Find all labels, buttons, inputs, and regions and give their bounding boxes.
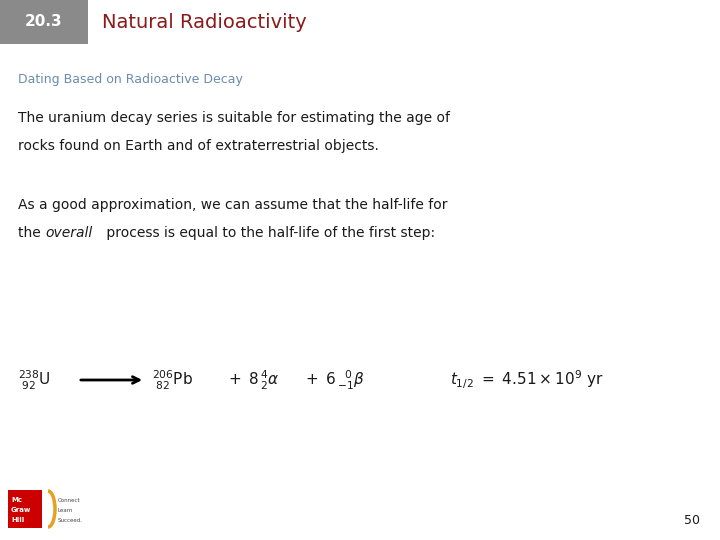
Text: The uranium decay series is suitable for estimating the age of: The uranium decay series is suitable for… <box>18 111 450 125</box>
Text: process is equal to the half-life of the first step:: process is equal to the half-life of the… <box>102 226 435 240</box>
FancyBboxPatch shape <box>8 490 42 528</box>
Text: Graw: Graw <box>11 507 32 513</box>
Text: Natural Radioactivity: Natural Radioactivity <box>102 12 307 31</box>
Text: Hill: Hill <box>11 517 24 523</box>
Text: Dating Based on Radioactive Decay: Dating Based on Radioactive Decay <box>18 73 243 86</box>
Text: $6\,^{\ \ 0}_{-1}\beta$: $6\,^{\ \ 0}_{-1}\beta$ <box>325 368 365 392</box>
Text: the: the <box>18 226 45 240</box>
Text: overall: overall <box>45 226 92 240</box>
Text: $8\,^{4}_{2}\alpha$: $8\,^{4}_{2}\alpha$ <box>248 368 279 392</box>
FancyBboxPatch shape <box>0 0 88 44</box>
Text: rocks found on Earth and of extraterrestrial objects.: rocks found on Earth and of extraterrest… <box>18 139 379 153</box>
Text: As a good approximation, we can assume that the half-life for: As a good approximation, we can assume t… <box>18 198 448 212</box>
Text: 50: 50 <box>684 514 700 526</box>
Text: Learn: Learn <box>58 508 73 512</box>
Text: $^{206}_{\ 82}$Pb: $^{206}_{\ 82}$Pb <box>152 368 193 392</box>
Text: $^{238}_{\ 92}$U: $^{238}_{\ 92}$U <box>18 368 51 392</box>
Text: Succeed.: Succeed. <box>58 517 83 523</box>
Text: 20.3: 20.3 <box>25 15 63 30</box>
Text: $+$: $+$ <box>305 373 318 388</box>
Text: $+$: $+$ <box>228 373 241 388</box>
Text: Connect: Connect <box>58 497 81 503</box>
Text: $t_{1/2}\ =\ 4.51 \times 10^{9}\ \mathrm{yr}$: $t_{1/2}\ =\ 4.51 \times 10^{9}\ \mathrm… <box>450 369 603 392</box>
Text: Mc: Mc <box>11 497 22 503</box>
